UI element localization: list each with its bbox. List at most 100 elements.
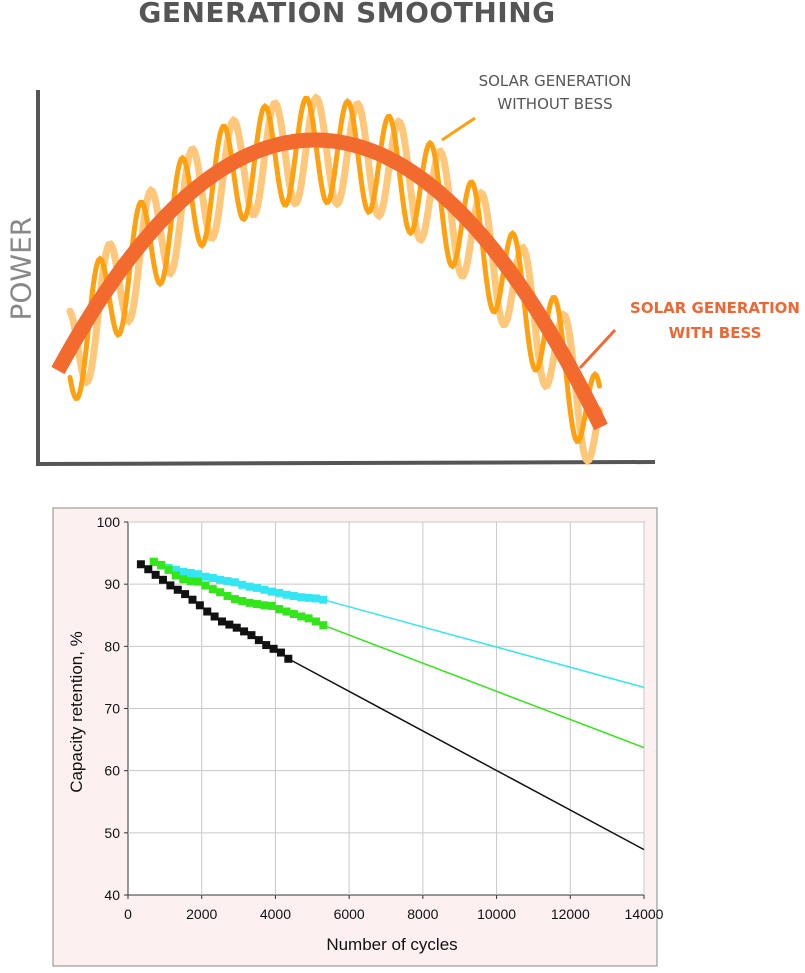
x-ticks: 0 2000 4000 6000 8000 10000 12000 14000 <box>124 895 664 922</box>
data-point-0 <box>304 593 313 602</box>
data-point-0 <box>297 593 306 602</box>
data-point-1 <box>267 601 276 610</box>
y-tick-label: 40 <box>104 887 120 903</box>
data-point-2 <box>195 601 204 610</box>
data-point-0 <box>253 583 261 592</box>
data-point-0 <box>238 580 247 589</box>
data-point-2 <box>144 565 153 574</box>
data-point-0 <box>311 594 320 603</box>
data-point-0 <box>289 591 298 600</box>
data-point-0 <box>179 567 188 576</box>
data-point-0 <box>245 582 254 591</box>
data-point-1 <box>157 560 166 569</box>
x-tick-label: 6000 <box>334 906 365 922</box>
data-point-1 <box>238 596 247 605</box>
data-point-1 <box>311 617 320 626</box>
y-tick-label: 90 <box>104 576 120 592</box>
x-axis-label: Number of cycles <box>326 935 457 954</box>
x-tick-label: 10000 <box>477 906 516 922</box>
x-tick-label: 0 <box>124 906 132 922</box>
data-point-2 <box>203 607 212 616</box>
data-point-1 <box>201 581 210 590</box>
data-point-1 <box>164 565 173 574</box>
data-point-2 <box>240 627 249 636</box>
y-tick-label: 50 <box>104 825 120 841</box>
data-point-2 <box>284 654 293 663</box>
data-point-0 <box>171 565 180 574</box>
generation-smoothing-chart <box>35 90 656 466</box>
data-point-0 <box>216 575 225 584</box>
y-tick-label: 70 <box>104 701 120 717</box>
data-point-2 <box>173 585 182 594</box>
trend-line-2 <box>287 658 645 851</box>
data-point-1 <box>260 601 269 610</box>
time-x-axis <box>35 460 656 466</box>
with-bess-pointer <box>578 328 617 370</box>
data-point-1 <box>186 577 195 586</box>
data-point-2 <box>247 631 256 640</box>
data-point-2 <box>210 612 219 621</box>
data-point-2 <box>217 617 226 626</box>
data-point-2 <box>276 648 285 657</box>
data-point-1 <box>275 605 284 614</box>
x-tick-label: 14000 <box>625 906 664 922</box>
data-point-2 <box>166 581 175 590</box>
data-point-1 <box>149 557 158 566</box>
data-point-1 <box>319 621 328 630</box>
data-point-2 <box>181 590 190 599</box>
x-tick-label: 8000 <box>407 906 438 922</box>
data-point-0 <box>186 568 195 577</box>
y-axis-label: Capacity retention, % <box>67 631 86 793</box>
y-tick-label: 60 <box>104 763 120 779</box>
grid <box>128 521 645 895</box>
data-point-0 <box>230 578 239 587</box>
data-point-0 <box>319 595 328 604</box>
data-point-0 <box>194 570 203 579</box>
data-point-0 <box>208 573 217 582</box>
trend-line-1 <box>323 624 645 749</box>
data-point-1 <box>171 571 180 580</box>
x-tick-label: 12000 <box>551 906 590 922</box>
data-point-0 <box>260 585 269 594</box>
data-point-1 <box>223 591 232 600</box>
trend-line-0 <box>323 598 645 689</box>
y-tick-label: 100 <box>97 514 121 530</box>
data-point-0 <box>223 577 232 586</box>
data-markers <box>136 557 328 663</box>
data-point-2 <box>225 620 234 629</box>
y-tick-label: 80 <box>104 638 120 654</box>
data-point-2 <box>269 644 278 653</box>
with-bess-line <box>51 132 608 431</box>
data-point-1 <box>179 575 188 584</box>
data-point-2 <box>159 575 168 584</box>
trend-lines <box>287 598 645 851</box>
data-point-1 <box>304 614 313 623</box>
data-point-1 <box>253 600 261 609</box>
chart-title: GENERATION SMOOTHING <box>138 0 556 29</box>
data-point-2 <box>232 623 241 632</box>
data-point-1 <box>194 577 203 586</box>
data-point-1 <box>230 595 239 604</box>
without-bess-pointer <box>441 116 476 142</box>
y-ticks: 40 50 60 70 80 90 100 <box>97 514 128 903</box>
x-tick-label: 4000 <box>260 906 291 922</box>
data-point-1 <box>282 607 291 616</box>
data-point-0 <box>282 590 291 599</box>
data-point-0 <box>201 572 210 581</box>
data-point-2 <box>188 595 197 604</box>
data-point-2 <box>262 641 271 650</box>
data-point-1 <box>297 612 306 621</box>
data-point-1 <box>208 585 217 594</box>
data-point-2 <box>136 560 145 569</box>
data-point-0 <box>275 588 284 597</box>
data-point-0 <box>267 587 276 596</box>
label-without-bess: SOLAR GENERATION WITHOUT BESS <box>478 72 632 113</box>
label-with-bess: SOLAR GENERATION WITH BESS <box>630 299 800 342</box>
data-point-1 <box>245 598 254 607</box>
data-point-1 <box>289 610 298 619</box>
x-tick-label: 2000 <box>186 906 217 922</box>
data-point-1 <box>216 588 225 597</box>
data-point-2 <box>254 636 263 645</box>
without-bess-line <box>67 95 602 445</box>
